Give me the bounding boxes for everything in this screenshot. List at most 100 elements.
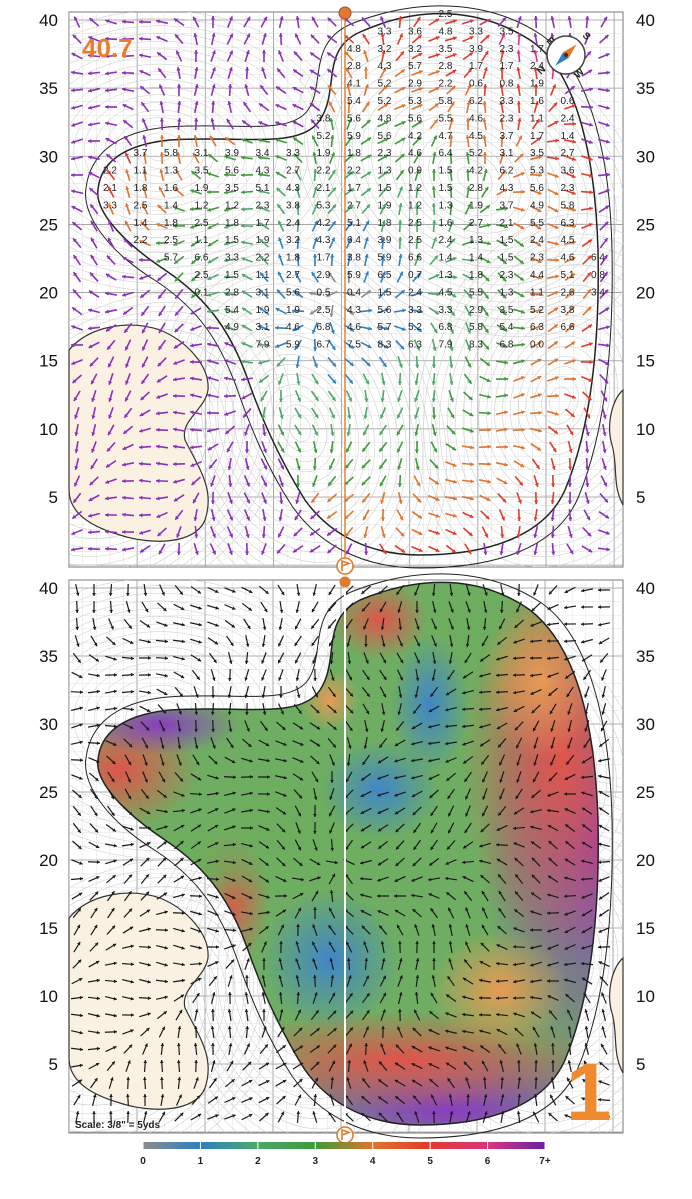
slope-value-label: 1.5 [439, 166, 453, 177]
slope-value-label: 0.9 [408, 166, 422, 177]
slope-arrowhead [467, 363, 471, 368]
slope-arrowhead [606, 343, 610, 348]
slope-arrowhead [348, 975, 352, 979]
slope-arrowhead [211, 33, 216, 37]
flag-icon-top[interactable] [336, 557, 354, 575]
slope-arrowhead [198, 606, 202, 610]
slope-arrowhead [452, 513, 457, 518]
slope-arrowhead [283, 894, 287, 898]
slope-arrowhead [452, 19, 457, 24]
slope-arrowhead [537, 358, 542, 363]
slope-arrowhead [128, 891, 132, 895]
slope-arrowhead [79, 706, 83, 711]
slope-value-label: 5.4 [347, 96, 361, 107]
slope-arrowhead [604, 379, 609, 384]
slope-arrowhead [398, 626, 403, 630]
slope-arrowhead [176, 135, 182, 139]
slope-arrowhead [113, 1030, 117, 1034]
slope-arrowhead [265, 879, 270, 883]
slope-value-label: 5.9 [286, 340, 300, 351]
slope-arrowhead [75, 1111, 80, 1115]
flag-icon-bottom[interactable] [336, 1126, 354, 1144]
slope-value-label: 3.1 [500, 148, 514, 159]
slope-arrowhead [360, 910, 365, 914]
slope-value-label: 7.9 [256, 340, 270, 351]
slope-arrowhead [332, 1044, 337, 1049]
slope-arrowhead [328, 272, 333, 277]
slope-arrowhead [296, 381, 301, 385]
slope-arrowhead [394, 909, 399, 914]
slope-arrowhead [547, 606, 551, 610]
slope-arrowhead [564, 605, 568, 610]
slope-arrowhead [92, 609, 96, 613]
slope-arrowhead [550, 728, 554, 732]
slope-arrowhead [451, 548, 456, 553]
slope-value-label: 2.7 [286, 166, 300, 177]
slope-arrowhead [198, 808, 202, 812]
slope-arrowhead [534, 101, 539, 106]
slope-arrowhead [111, 925, 116, 930]
slope-arrowhead [484, 592, 488, 596]
slope-arrowhead [586, 414, 591, 419]
slope-arrowhead [432, 415, 437, 419]
slope-arrowhead [483, 169, 488, 173]
slope-arrowhead [212, 550, 216, 555]
slope-arrowhead [265, 1112, 269, 1117]
slope-value-label: 5.3 [317, 200, 331, 211]
slope-arrowhead [418, 104, 423, 108]
slope-arrowhead [88, 546, 92, 551]
slope-arrowhead [418, 531, 423, 535]
slope-arrowhead [565, 675, 569, 679]
slope-arrowhead [276, 86, 281, 91]
slope-arrowhead [106, 255, 111, 260]
slope-arrowhead [395, 1096, 399, 1100]
slope-arrowhead [259, 289, 264, 294]
slope-arrowhead [572, 121, 576, 126]
slope-arrowhead [331, 237, 335, 242]
slope-arrowhead [333, 709, 337, 713]
slope-arrowhead [549, 1010, 553, 1014]
slope-arrowhead [348, 221, 353, 226]
slope-arrowhead [281, 1026, 285, 1031]
slope-arrowhead [299, 1045, 304, 1049]
slope-arrowhead [530, 639, 534, 644]
slope-arrowhead [380, 1043, 384, 1047]
slope-arrowhead [314, 778, 319, 783]
slope-arrowhead [313, 796, 318, 800]
slope-value-label: 2.3 [500, 113, 514, 124]
slope-arrowhead [297, 1009, 301, 1014]
slope-arrowhead [174, 18, 179, 23]
slope-arrowhead [363, 415, 368, 419]
axis-label-left: 10 [39, 420, 58, 439]
slope-arrowhead [329, 907, 333, 912]
slope-arrowhead [113, 657, 117, 661]
slope-arrowhead [162, 710, 167, 714]
slope-arrowhead [212, 1060, 216, 1064]
slope-value-label: 1.1 [530, 287, 544, 298]
slope-arrowhead [367, 171, 372, 176]
pin-marker-bottom[interactable] [339, 576, 351, 588]
slope-arrowhead [603, 16, 608, 21]
slope-arrowhead [227, 101, 232, 105]
slope-arrowhead [144, 744, 148, 749]
slope-arrowhead [224, 394, 228, 399]
slope-arrowhead [294, 642, 298, 646]
slope-arrowhead [156, 394, 161, 399]
pin-marker-top[interactable] [338, 6, 352, 20]
bottom-slope-arrows [70, 583, 611, 1124]
slope-arrowhead [384, 344, 389, 349]
slope-arrowhead [95, 844, 100, 849]
slope-arrowhead [554, 208, 559, 213]
slope-arrowhead [227, 711, 232, 715]
slope-arrowhead [231, 759, 236, 764]
slope-arrowhead [142, 346, 146, 351]
slope-arrowhead [504, 427, 508, 432]
slope-arrowhead [516, 67, 521, 71]
slope-value-label: 6.3 [408, 340, 422, 351]
slope-arrowhead [122, 478, 126, 484]
slope-arrowhead [73, 255, 78, 260]
slope-arrowhead [215, 912, 219, 916]
slope-arrowhead [346, 84, 351, 88]
slope-arrowhead [147, 996, 151, 1000]
